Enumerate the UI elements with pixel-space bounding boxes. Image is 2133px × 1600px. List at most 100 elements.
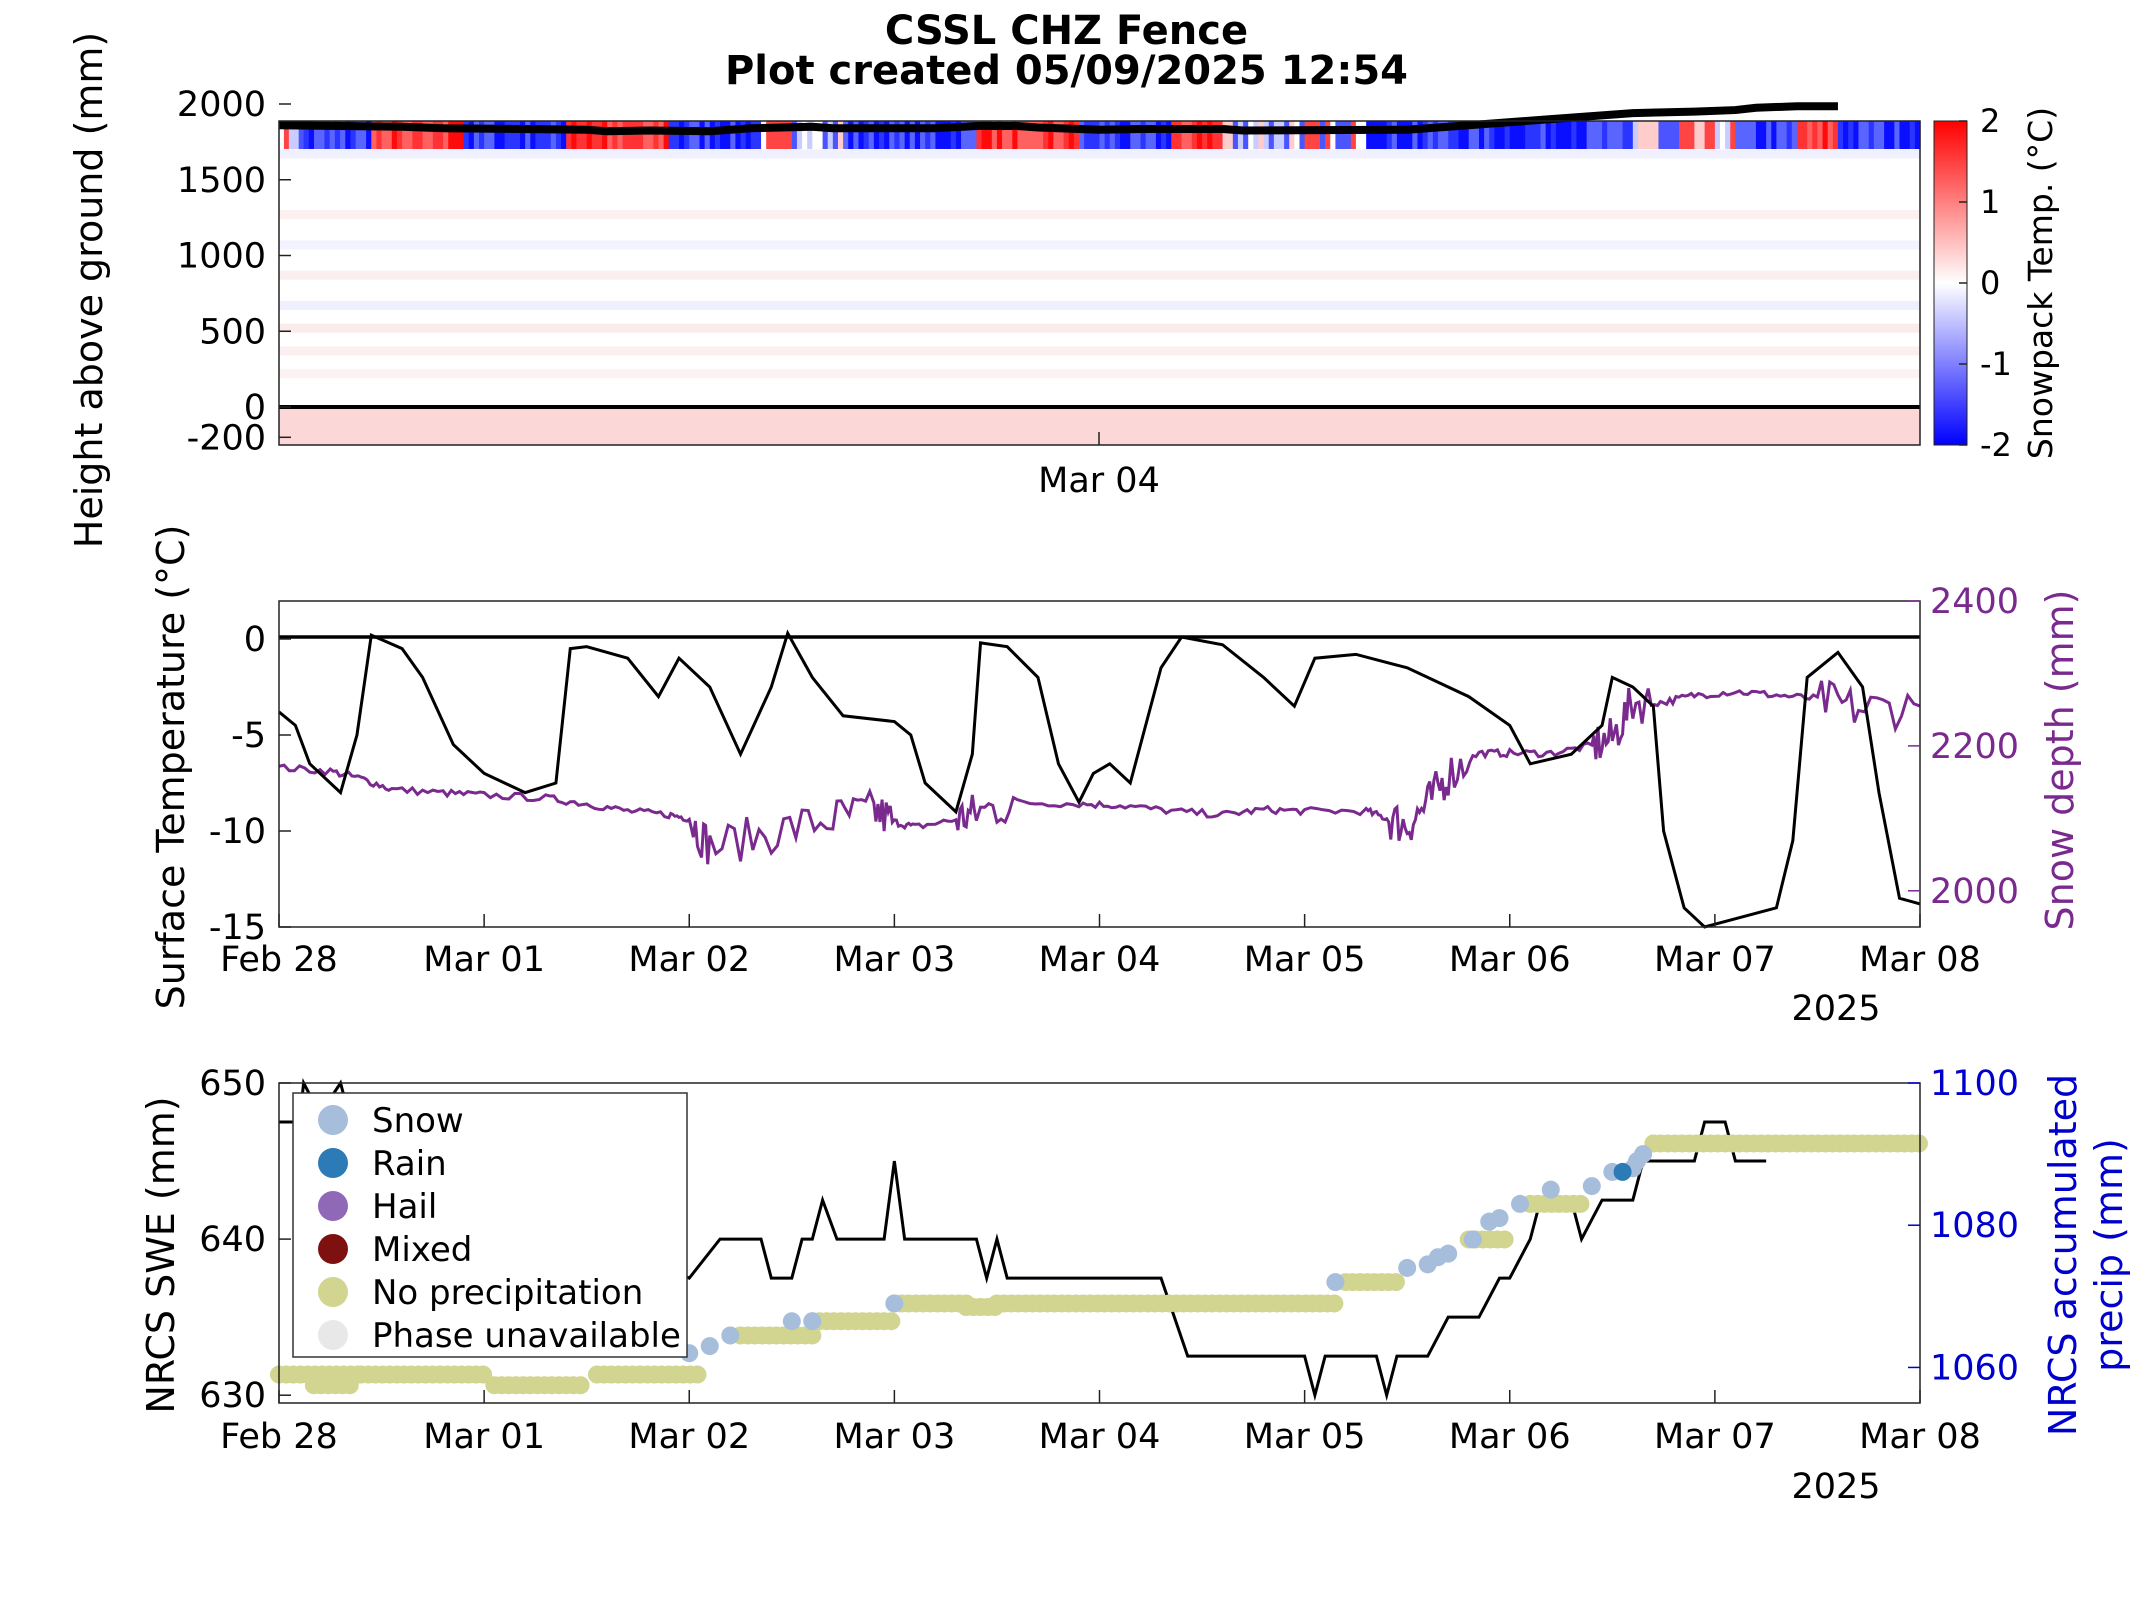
heatmap-cell (1037, 121, 1044, 149)
precip-point-no-precip (571, 1376, 590, 1395)
heatmap-cell (725, 121, 731, 149)
heatmap-cell-stripe (279, 323, 1920, 333)
heatmap-cell (1186, 121, 1193, 149)
heatmap-cell (920, 121, 926, 149)
colorbar-tick-label: -1 (1980, 345, 2012, 383)
heatmap-cell (1878, 121, 1885, 149)
heatmap-cell (1714, 121, 1721, 149)
precip-point-no-precip (688, 1365, 707, 1384)
heatmap-cell (293, 121, 300, 149)
heatmap-cell (1417, 121, 1424, 149)
heatmap-cell (1284, 121, 1290, 149)
temperature-year-label: 2025 (1791, 989, 1880, 1029)
heatmap-cell (899, 121, 906, 149)
heatmap-cell (1566, 121, 1572, 149)
heatmap-cell (1381, 121, 1388, 149)
heatmap-cell (930, 121, 936, 149)
heatmap-cell (1473, 121, 1480, 149)
heatmap-cell (1699, 121, 1706, 149)
snow-surface-line (278, 102, 1838, 136)
heatmap-cell (771, 121, 778, 149)
heatmap-cell (1299, 121, 1306, 149)
heatmap-cell (376, 121, 383, 149)
heatmap-y-ticks: -2000 500 1000 1500 2000 (177, 85, 291, 458)
heatmap-cell (981, 121, 988, 149)
temperature-xtick-label: Mar 07 (1654, 940, 1776, 980)
precip-point-no-precip (1386, 1273, 1405, 1292)
heatmap-cell (1171, 121, 1178, 149)
heatmap-cell (1668, 121, 1675, 149)
heatmap-cell (1786, 121, 1793, 149)
heatmap-cell (955, 121, 962, 149)
heatmap-cell (1120, 121, 1126, 149)
precip-point-snow (1541, 1180, 1560, 1199)
heatmap-cell (1355, 121, 1362, 149)
heatmap-cell (1576, 121, 1583, 149)
heatmap-cell (1084, 121, 1090, 149)
precip-point-snow (1490, 1209, 1509, 1228)
heatmap-cell (1043, 121, 1049, 149)
swe-line (279, 1077, 1767, 1402)
heatmap-cell (473, 121, 480, 149)
swe-xtick-label: Mar 04 (1039, 1417, 1161, 1457)
heatmap-cell (812, 121, 819, 149)
heatmap-cell (1822, 121, 1829, 149)
heatmap-cell (329, 121, 336, 149)
heatmap-cell (1894, 121, 1901, 149)
legend-box (292, 1092, 688, 1358)
heatmap-cell (1314, 121, 1321, 149)
swe-xtick-label: Mar 02 (628, 1417, 750, 1457)
heatmap-cell (576, 121, 583, 149)
heatmap-cell-stripe (279, 346, 1920, 356)
heatmap-cell (1053, 121, 1060, 149)
heatmap-cell (1294, 121, 1301, 149)
swe-ytick-label: 630 (199, 1376, 266, 1416)
snow-depth-ytick-label: 2400 (1930, 582, 2019, 622)
heatmap-cell (1484, 121, 1490, 149)
heatmap-cell-stripe (279, 240, 1920, 250)
heatmap-cell (1889, 121, 1895, 149)
heatmap-cell (1340, 121, 1347, 149)
heatmap-cell (458, 121, 465, 149)
heatmap-cell (432, 121, 439, 149)
heatmap-cell (1222, 121, 1229, 149)
heatmap-cell (1607, 121, 1613, 149)
heatmap-cell (945, 121, 952, 149)
heatmap-cell (1530, 121, 1536, 149)
surface-temperature-line (278, 629, 1921, 929)
heatmap-cell (303, 121, 310, 149)
heatmap-cell (1858, 121, 1865, 149)
precip-point-snow (700, 1337, 719, 1356)
heatmap-cell (776, 121, 783, 149)
heatmap-cell (1258, 121, 1265, 149)
heatmap-cell (1602, 121, 1608, 149)
heatmap-cell (360, 121, 367, 149)
heatmap-cell (1212, 121, 1219, 149)
heatmap-cell (334, 121, 341, 149)
colorbar-tick-label: 0 (1980, 264, 2000, 302)
heatmap-cell (781, 121, 788, 149)
heatmap-cell (1140, 121, 1147, 149)
heatmap-cell (581, 121, 588, 149)
heatmap-cell (1330, 121, 1336, 149)
heatmap-cell (1002, 121, 1008, 149)
heatmap-cell (935, 121, 942, 149)
heatmap-cell (720, 121, 726, 149)
temperature-ytick-label: -10 (209, 812, 266, 852)
heatmap-cell (632, 121, 639, 149)
heatmap-cell (1812, 121, 1819, 149)
heatmap-cell (1709, 121, 1716, 149)
heatmap-cell (1068, 121, 1075, 149)
heatmap-cell (1509, 121, 1516, 149)
heatmap-cell (448, 121, 454, 149)
heatmap-cell (976, 121, 983, 149)
heatmap-cell (837, 121, 844, 149)
temperature-xtick-label: Mar 08 (1859, 940, 1981, 980)
heatmap-cell (966, 121, 972, 149)
precip-ytick-label: 1100 (1930, 1064, 2019, 1104)
heatmap-cell (509, 121, 516, 149)
heatmap-cell (1550, 121, 1557, 149)
heatmap-cell (714, 121, 721, 149)
heatmap-cell (1545, 121, 1552, 149)
